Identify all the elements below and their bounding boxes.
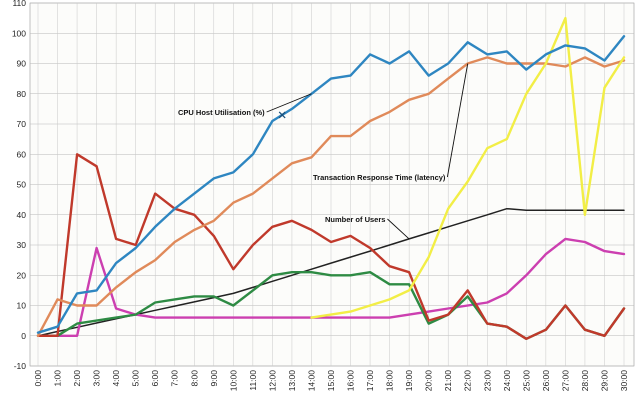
- annotation-users: Number of Users: [325, 215, 410, 240]
- series-line-cpu: [36, 35, 626, 334]
- x-tick-label: 8:00: [189, 370, 199, 387]
- grid: [30, 2, 634, 367]
- x-tick-label: 30:00: [619, 370, 629, 392]
- x-tick-label: 2:00: [72, 370, 82, 387]
- x-tick-label: 21:00: [443, 370, 453, 392]
- y-tick-label: -10: [14, 361, 27, 371]
- x-axis: 0:00 1:00 2:00 3:00 4:00 5:00 6:00 7:00 8:00 9:00…: [33, 370, 629, 392]
- cpu-marker-icon: [278, 111, 286, 119]
- y-axis: -10 0 10 20 30 40 50 60 70 80 90 100 110: [12, 0, 26, 371]
- x-tick-label: 0:00: [33, 370, 43, 387]
- x-tick-label: 12:00: [267, 370, 277, 392]
- x-tick-label: 19:00: [404, 370, 414, 392]
- x-tick-label: 5:00: [131, 370, 141, 387]
- x-tick-label: 20:00: [424, 370, 434, 392]
- x-tick-label: 23:00: [482, 370, 492, 392]
- x-tick-label: 15:00: [326, 370, 336, 392]
- annotation-cpu: CPU Host Utilisation (%): [178, 93, 312, 117]
- annotation-latency-leader: [446, 63, 469, 178]
- annotation-users-label: Number of Users: [325, 215, 385, 224]
- x-tick-label: 7:00: [170, 370, 180, 387]
- x-tick-label: 11:00: [248, 370, 258, 391]
- x-tick-label: 25:00: [521, 370, 531, 392]
- annotation-cpu-leader: [266, 93, 312, 113]
- y-tick-label: 110: [12, 0, 26, 8]
- x-tick-label: 26:00: [541, 370, 551, 392]
- y-tick-label: 40: [17, 210, 27, 220]
- annotation-latency: Transaction Response Time (latency): [313, 63, 469, 182]
- x-tick-label: 10:00: [228, 370, 238, 392]
- series-line-latency: [36, 56, 626, 337]
- y-tick-label: 50: [17, 180, 27, 190]
- annotation-cpu-label: CPU Host Utilisation (%): [178, 108, 265, 117]
- x-tick-label: 22:00: [463, 370, 473, 392]
- x-tick-label: 9:00: [209, 370, 219, 387]
- y-tick-label: 20: [17, 270, 27, 280]
- y-tick-label: 70: [17, 119, 27, 129]
- y-tick-label: 30: [17, 240, 27, 250]
- x-tick-label: 17:00: [365, 370, 375, 392]
- x-tick-label: 28:00: [580, 370, 590, 392]
- y-tick-label: 100: [12, 28, 26, 38]
- series-layer: [36, 16, 626, 340]
- x-tick-label: 18:00: [385, 370, 395, 392]
- x-tick-label: 29:00: [599, 370, 609, 392]
- y-tick-label: 0: [21, 331, 26, 341]
- series-line-yellow: [310, 16, 626, 319]
- annotation-latency-label: Transaction Response Time (latency): [313, 173, 446, 182]
- series-line-red: [36, 153, 626, 340]
- y-tick-label: 80: [17, 89, 27, 99]
- x-tick-label: 6:00: [150, 370, 160, 387]
- x-tick-label: 13:00: [287, 370, 297, 392]
- y-tick-label: 60: [17, 149, 27, 159]
- x-tick-label: 3:00: [92, 370, 102, 387]
- x-tick-label: 27:00: [560, 370, 570, 392]
- x-tick-label: 4:00: [111, 370, 121, 387]
- annotation-users-leader: [387, 218, 410, 240]
- x-tick-label: 1:00: [53, 370, 63, 387]
- y-tick-label: 10: [17, 301, 27, 311]
- x-tick-label: 24:00: [502, 370, 512, 392]
- x-tick-label: 16:00: [346, 370, 356, 392]
- y-tick-label: 90: [17, 59, 27, 69]
- x-tick-label: 14:00: [306, 370, 316, 392]
